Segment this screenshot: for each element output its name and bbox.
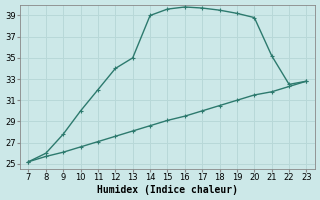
X-axis label: Humidex (Indice chaleur): Humidex (Indice chaleur) bbox=[97, 185, 238, 195]
